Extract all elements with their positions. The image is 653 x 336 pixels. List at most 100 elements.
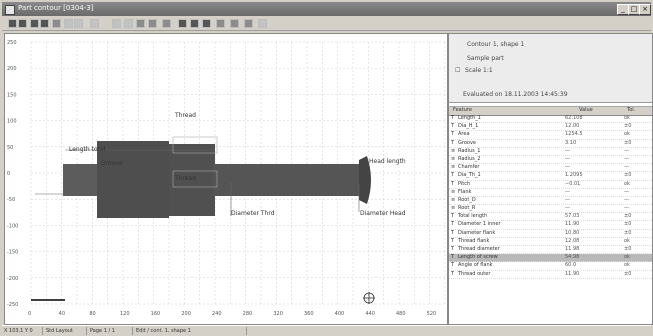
help-icon[interactable] [258, 19, 267, 28]
status-mode: Std Layout [44, 327, 87, 335]
y-tick-label: 0 [7, 171, 10, 177]
tolerance-icon: T [451, 131, 455, 138]
row-tolerance: ±0 [624, 270, 632, 277]
row-tolerance: ±0 [624, 246, 632, 252]
table-row[interactable]: T Diameter 1 inner 11.90 ±0 [449, 221, 652, 230]
tolerance-icon: T [451, 262, 455, 269]
settings-icon[interactable] [216, 19, 225, 28]
y-tick-label: 100 [7, 119, 17, 125]
tolerance-icon: T [451, 123, 455, 130]
part-contour[interactable] [63, 141, 371, 218]
table-row[interactable]: T Length of screw 54.98 ok [449, 254, 652, 263]
save-icon[interactable] [40, 19, 49, 28]
col-header-feature[interactable]: Feature [453, 107, 472, 113]
y-axis-ticks: 250 200 150 100 50 0 -50 -100 -150 -200 -250 [7, 40, 18, 308]
row-tolerance: ±0 [624, 213, 632, 220]
table-row[interactable]: ≡ Root_R — — [449, 205, 652, 214]
tolerance-icon: T [451, 270, 455, 277]
y-tick-label: 200 [7, 66, 17, 72]
export-icon[interactable] [244, 19, 253, 28]
table-row[interactable]: T Thread diameter 11.98 ±0 [449, 246, 652, 255]
contour-shank-right[interactable] [213, 164, 361, 196]
x-tick-label: 40 [59, 311, 65, 317]
tolerance-icon: T [451, 221, 455, 228]
row-value: −0.01 [565, 180, 581, 187]
open-icon[interactable] [30, 19, 39, 28]
close-button[interactable]: × [639, 4, 651, 15]
x-tick-label: 400 [335, 311, 345, 317]
table-row[interactable]: T Area 1254.5 ok [449, 131, 652, 140]
row-feature-name: Dia_H_1 [458, 123, 479, 130]
measure-icon[interactable] [162, 19, 171, 28]
contour-shank-left[interactable] [63, 164, 99, 196]
scale-checkbox[interactable]: ☐ [455, 67, 461, 74]
row-feature-name: Angle of flank [458, 262, 493, 269]
feature-list: T Length_1 62.108 ok T Dia_H_1 12.00 ±0 T Area 125… [449, 115, 652, 279]
table-row[interactable]: T Dia_Th_1 1.2095 ±0 [449, 172, 652, 181]
table-row[interactable]: T Thread outer 11.90 ±0 [449, 271, 652, 279]
table-row[interactable]: T Total length 57.03 ±0 [449, 213, 652, 222]
zoom-out-icon[interactable] [124, 19, 133, 28]
forward-icon[interactable] [18, 19, 27, 28]
grid-icon[interactable] [148, 19, 157, 28]
contour-body[interactable] [97, 141, 169, 218]
contour-thread[interactable] [169, 144, 215, 216]
col-header-tol[interactable]: Tol. [627, 107, 636, 113]
x-tick-label: 0 [28, 311, 31, 317]
col-header-value[interactable]: Value [579, 107, 593, 113]
find-icon[interactable] [90, 19, 99, 28]
label-groove: Groove [101, 160, 123, 167]
row-feature-name: Diameter flank [458, 229, 496, 236]
row-feature-name: Groove [458, 139, 476, 146]
table-row[interactable]: ≡ Root_D — — [449, 196, 652, 206]
back-icon[interactable] [8, 19, 17, 28]
table-row[interactable]: T Length_1 62.108 ok [449, 115, 652, 124]
info-line-contour: Contour 1, shape 1 [467, 41, 525, 48]
row-tolerance: ok [624, 131, 630, 138]
table-row[interactable]: ≡ Radius_2 — — [449, 155, 652, 165]
status-page: Page 1 / 1 [88, 327, 133, 335]
row-feature-name: Root_D [458, 196, 476, 203]
play-icon[interactable] [178, 19, 187, 28]
table-row[interactable]: T Groove 3.10 ±0 [449, 140, 652, 148]
table-header: Feature Value Tol. [449, 106, 652, 116]
table-row[interactable]: ≡ Flank — — [449, 189, 652, 197]
table-row[interactable]: ≡ Chamfer — — [449, 164, 652, 173]
record-icon[interactable] [202, 19, 211, 28]
y-tick-label: -100 [7, 223, 18, 229]
row-feature-name: Thread outer [458, 270, 491, 277]
list-icon: ≡ [451, 155, 456, 162]
row-value: — [565, 205, 570, 212]
stop-icon[interactable] [190, 19, 199, 28]
zoom-in-icon[interactable] [112, 19, 121, 28]
table-row[interactable]: T Pitch −0.01 ok [449, 181, 652, 189]
status-coords: X 103.1 Y 0 [2, 327, 43, 335]
paste-icon[interactable] [74, 19, 83, 28]
print-icon[interactable] [52, 19, 61, 28]
fit-icon[interactable] [136, 19, 145, 28]
crosshair-cursor-icon[interactable] [363, 292, 375, 304]
x-tick-label: 320 [273, 311, 283, 317]
table-row[interactable]: T Diameter flank 10.80 ±0 [449, 230, 652, 238]
label-head-length: Head length [369, 158, 406, 165]
contour-plot-area[interactable]: 250 200 150 100 50 0 -50 -100 -150 -200 -250 0 40 80… [4, 33, 448, 325]
row-value: — [565, 196, 570, 203]
list-icon: ≡ [451, 164, 456, 171]
tolerance-icon: T [451, 229, 455, 236]
x-tick-label: 480 [396, 311, 406, 317]
row-feature-name: Flank [458, 188, 472, 195]
table-row[interactable]: T Thread flank 12.08 ok [449, 238, 652, 246]
row-value: 10.80 [565, 229, 580, 236]
contour-head[interactable] [359, 156, 371, 204]
row-feature-name: Chamfer [458, 164, 480, 171]
table-row[interactable]: T Dia_H_1 12.00 ±0 [449, 123, 652, 132]
row-value: 11.90 [565, 270, 580, 277]
row-value: 11.90 [565, 221, 580, 228]
row-value: — [565, 147, 570, 154]
chart-icon[interactable] [230, 19, 239, 28]
copy-icon[interactable] [64, 19, 73, 28]
table-row[interactable]: ≡ Radius_1 — — [449, 148, 652, 156]
info-box: Contour 1, shape 1 Sample part ☐ Scale 1… [449, 34, 652, 103]
table-row[interactable]: T Angle of flank 60.0 ok [449, 262, 652, 271]
